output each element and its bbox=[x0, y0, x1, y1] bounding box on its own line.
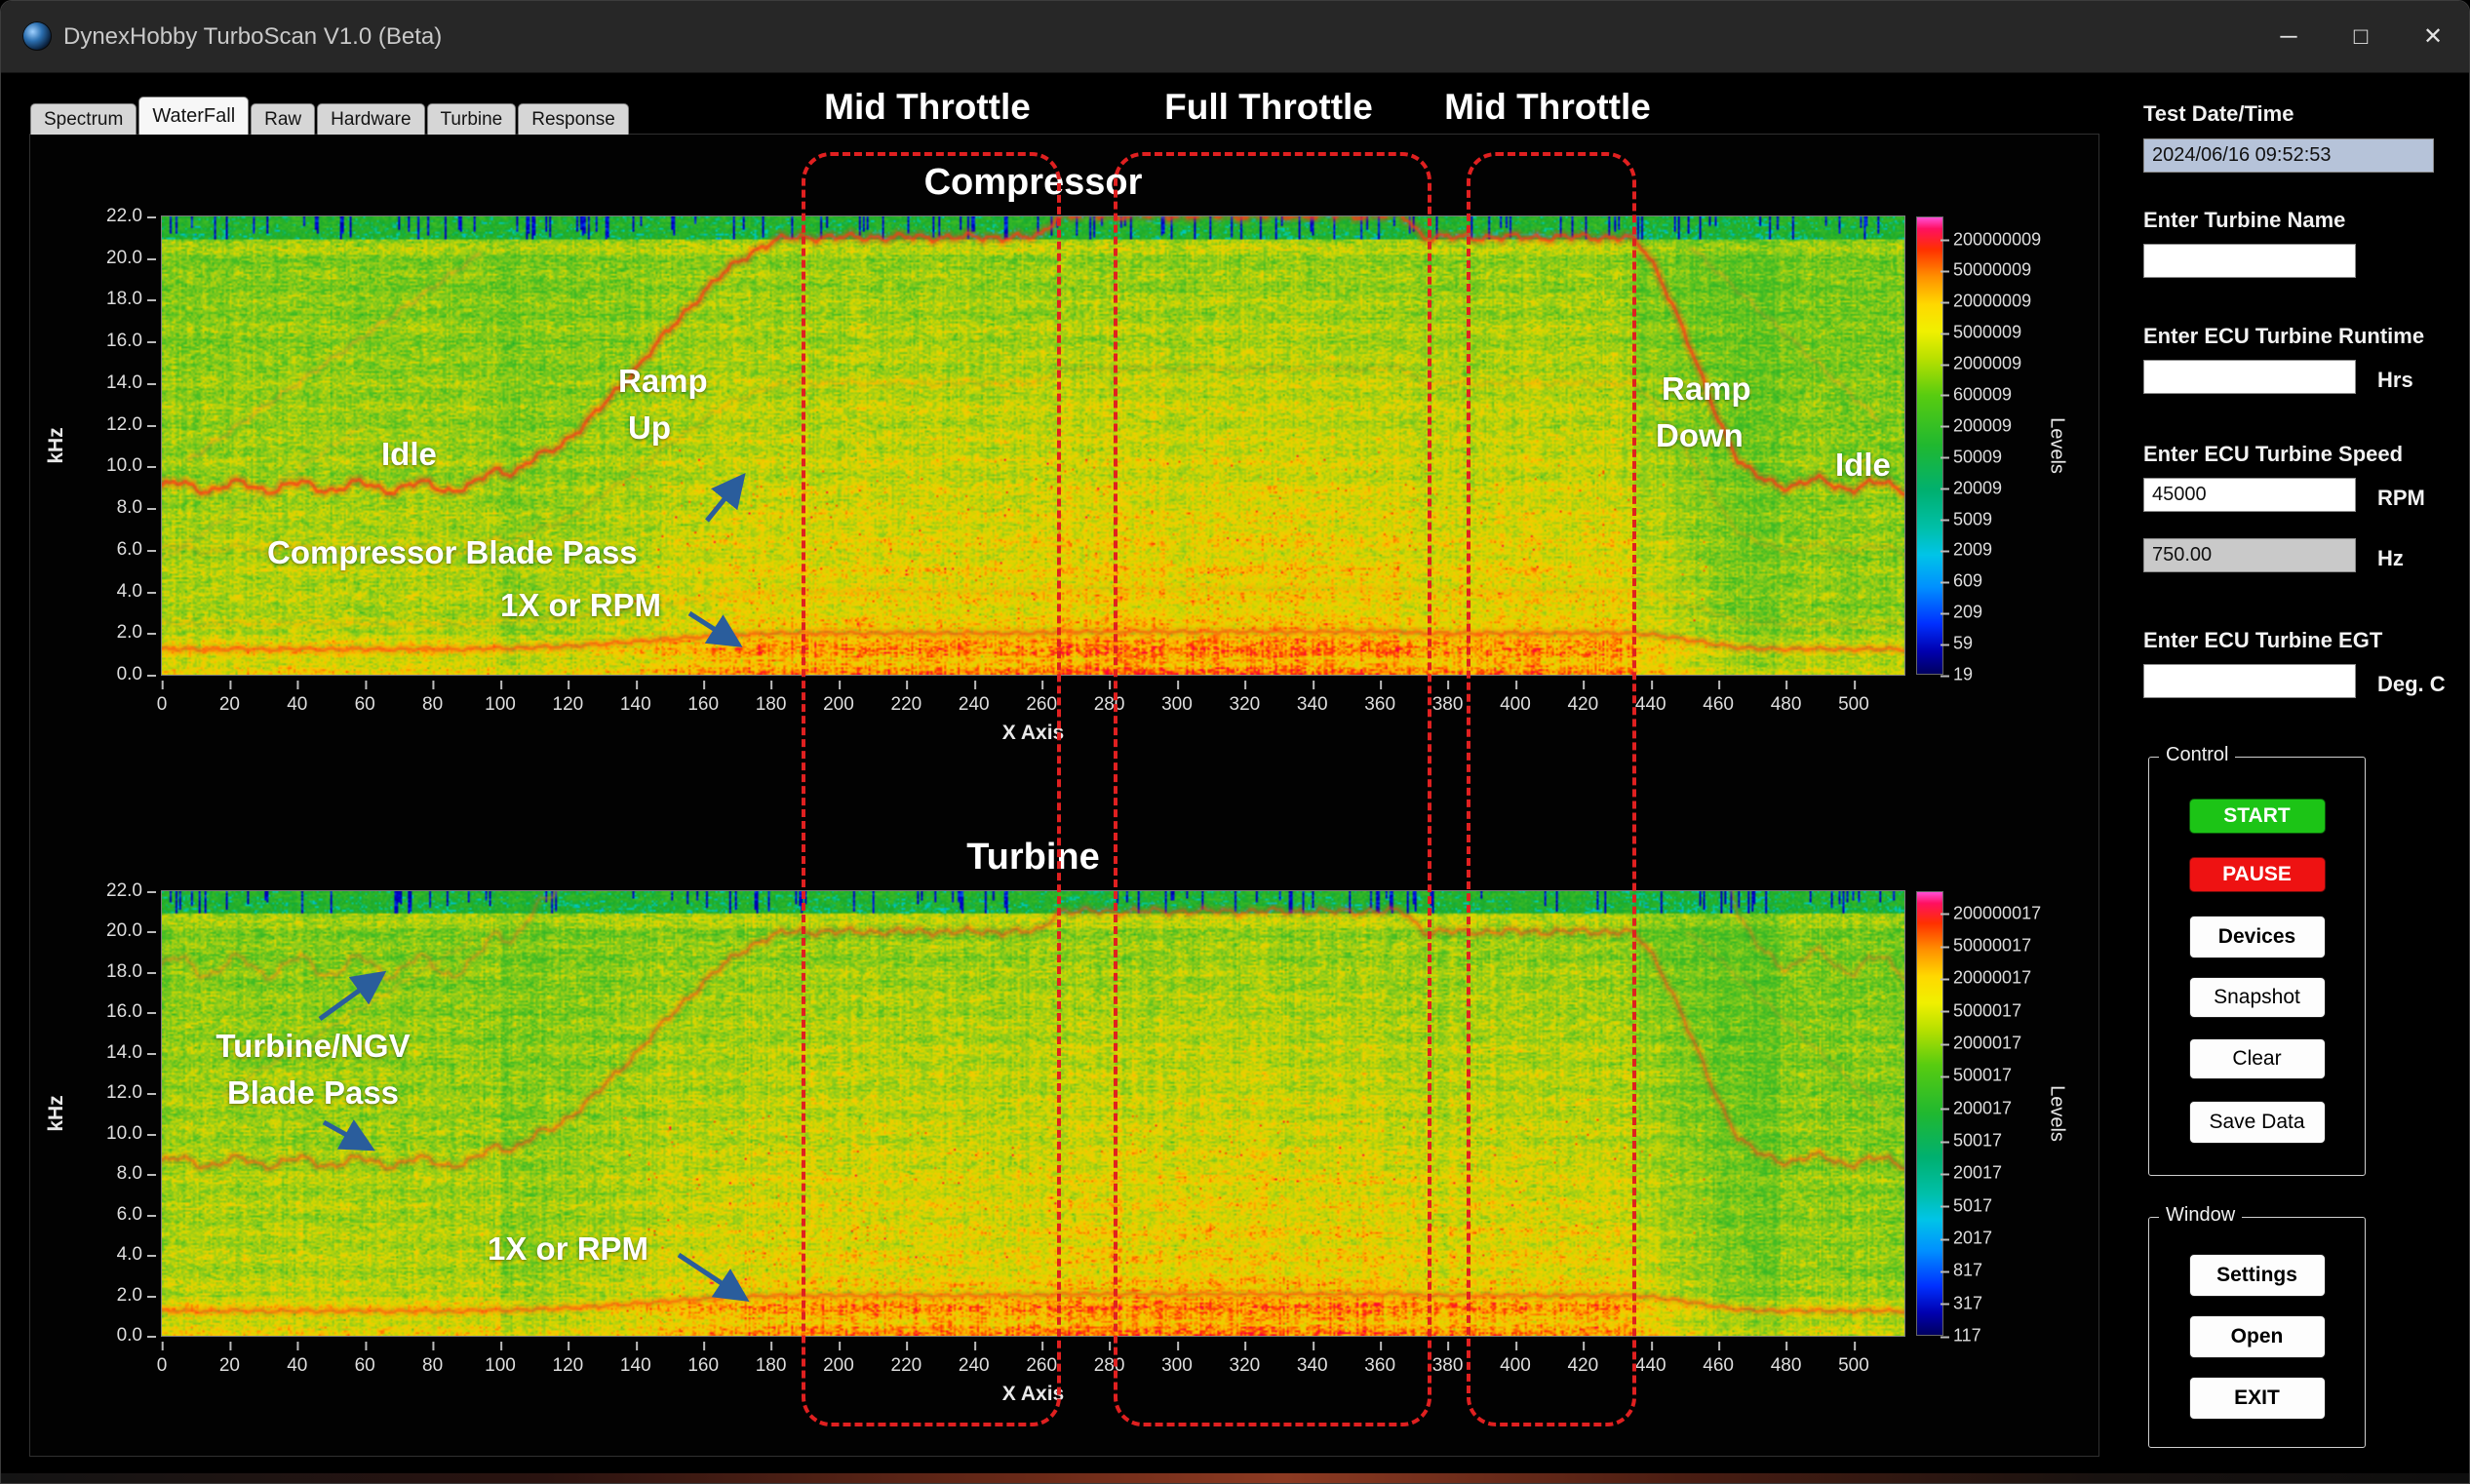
app-icon bbox=[22, 21, 52, 51]
egt-label: Enter ECU Turbine EGT bbox=[2143, 628, 2382, 653]
egt-unit: Deg. C bbox=[2377, 672, 2446, 697]
tab-raw[interactable]: Raw bbox=[251, 103, 315, 135]
speed-input[interactable] bbox=[2143, 478, 2356, 512]
tab-turbine[interactable]: Turbine bbox=[427, 103, 517, 135]
throttle-label-mid-2: Mid Throttle bbox=[1444, 87, 1651, 128]
annotation-compressor-blade-pass: Compressor Blade Pass bbox=[267, 534, 638, 571]
turbine-name-label: Enter Turbine Name bbox=[2143, 208, 2345, 233]
turbine-x-axis-label: X Axis bbox=[1002, 1383, 1064, 1406]
annotation-turbine-one-x: 1X or RPM bbox=[488, 1230, 648, 1268]
turbine-colorbar-label: Levels bbox=[2046, 1085, 2068, 1142]
tab-spectrum[interactable]: Spectrum bbox=[30, 103, 137, 135]
app-window: DynexHobby TurboScan V1.0 (Beta) ─ □ ✕ S… bbox=[0, 0, 2470, 1484]
speed-hz-input[interactable] bbox=[2143, 538, 2356, 572]
turbine-plot-title: Turbine bbox=[966, 837, 1100, 879]
devices-button[interactable]: Devices bbox=[2189, 916, 2326, 958]
exit-button[interactable]: EXIT bbox=[2189, 1377, 2326, 1420]
tab-hardware[interactable]: Hardware bbox=[317, 103, 424, 135]
tab-waterfall[interactable]: WaterFall bbox=[138, 97, 249, 135]
runtime-label: Enter ECU Turbine Runtime bbox=[2143, 324, 2424, 349]
egt-input[interactable] bbox=[2143, 664, 2356, 698]
start-button[interactable]: START bbox=[2189, 799, 2326, 834]
annotation-ramp-down-1: Ramp bbox=[1662, 371, 1751, 408]
speed-unit: RPM bbox=[2377, 486, 2425, 511]
maximize-button[interactable]: □ bbox=[2325, 1, 2397, 72]
test-datetime-label: Test Date/Time bbox=[2143, 101, 2294, 127]
tab-response[interactable]: Response bbox=[518, 103, 629, 135]
snapshot-button[interactable]: Snapshot bbox=[2189, 977, 2326, 1018]
window-group: Window Settings Open EXIT bbox=[2148, 1217, 2366, 1448]
compressor-x-axis-label: X Axis bbox=[1002, 722, 1064, 745]
tab-strip: Spectrum WaterFall Raw Hardware Turbine … bbox=[30, 98, 631, 135]
annotation-ramp-up-2: Up bbox=[628, 410, 671, 447]
annotation-ramp-up-1: Ramp bbox=[618, 363, 708, 400]
settings-button[interactable]: Settings bbox=[2189, 1254, 2326, 1297]
throttle-label-mid-1: Mid Throttle bbox=[824, 87, 1031, 128]
window-controls: ─ □ ✕ bbox=[2253, 1, 2469, 72]
control-group: Control START PAUSE Devices Snapshot Cle… bbox=[2148, 757, 2366, 1176]
annotation-compressor-one-x: 1X or RPM bbox=[500, 587, 661, 624]
pause-button[interactable]: PAUSE bbox=[2189, 857, 2326, 892]
annotation-idle-right: Idle bbox=[1835, 447, 1891, 484]
throttle-label-full: Full Throttle bbox=[1164, 87, 1373, 128]
turbine-name-input[interactable] bbox=[2143, 244, 2356, 278]
turbine-y-axis-label: kHz bbox=[45, 1095, 68, 1131]
control-group-title: Control bbox=[2159, 744, 2235, 766]
annotation-ramp-down-2: Down bbox=[1656, 417, 1744, 454]
close-button[interactable]: ✕ bbox=[2397, 1, 2469, 72]
test-datetime-input[interactable] bbox=[2143, 138, 2434, 173]
open-button[interactable]: Open bbox=[2189, 1315, 2326, 1358]
turbine-plot: Turbine 22.020.018.016.014.012.010.08.06… bbox=[162, 891, 1904, 1336]
compressor-plot-title: Compressor bbox=[924, 162, 1143, 204]
speed-hz-unit: Hz bbox=[2377, 546, 2404, 571]
compressor-colorbar-label: Levels bbox=[2046, 417, 2068, 474]
runtime-input[interactable] bbox=[2143, 360, 2356, 394]
speed-label: Enter ECU Turbine Speed bbox=[2143, 442, 2403, 467]
annotation-idle-left: Idle bbox=[381, 436, 437, 473]
titlebar: DynexHobby TurboScan V1.0 (Beta) ─ □ ✕ bbox=[1, 1, 2469, 73]
sidebar: Test Date/Time Enter Turbine Name Enter … bbox=[2143, 1, 2470, 1483]
compressor-y-axis-label: kHz bbox=[45, 427, 68, 463]
turbine-colorbar bbox=[1916, 891, 1943, 1336]
window-bottom-edge bbox=[1, 1473, 2469, 1484]
compressor-colorbar bbox=[1916, 216, 1943, 675]
turbine-spectrogram-canvas bbox=[162, 891, 1904, 1336]
save-data-button[interactable]: Save Data bbox=[2189, 1101, 2326, 1144]
runtime-unit: Hrs bbox=[2377, 368, 2413, 393]
minimize-button[interactable]: ─ bbox=[2253, 1, 2325, 72]
annotation-turbine-blade-pass-2: Blade Pass bbox=[196, 1074, 430, 1112]
app-title: DynexHobby TurboScan V1.0 (Beta) bbox=[63, 1, 442, 72]
window-group-title: Window bbox=[2159, 1204, 2242, 1227]
annotation-turbine-blade-pass-1: Turbine/NGV bbox=[196, 1028, 430, 1065]
clear-button[interactable]: Clear bbox=[2189, 1038, 2326, 1079]
compressor-plot: Compressor 22.020.018.016.014.012.010.08… bbox=[162, 216, 1904, 675]
